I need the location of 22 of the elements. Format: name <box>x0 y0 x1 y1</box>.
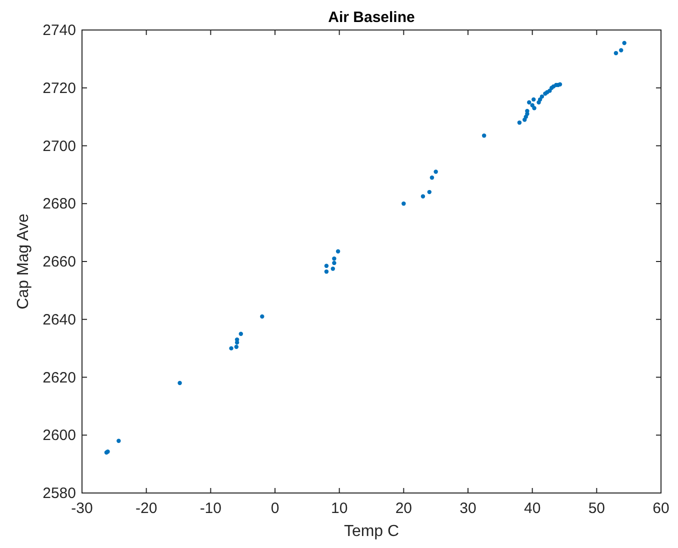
y-tick-label: 2680 <box>42 196 76 213</box>
x-tick-label: 0 <box>270 500 280 517</box>
y-axis-title: Cap Mag Ave <box>15 214 32 310</box>
x-tick-label: -10 <box>200 500 222 517</box>
x-tick-label: -20 <box>135 500 158 517</box>
x-tick-label: 30 <box>460 500 476 517</box>
x-tick-label: 10 <box>330 500 348 517</box>
y-tick-label: 2640 <box>42 311 76 328</box>
y-tick-label: 2620 <box>42 369 76 386</box>
x-tick-label: 40 <box>524 500 541 517</box>
y-tick-label: 2600 <box>42 427 76 444</box>
x-tick-label: 20 <box>395 500 412 517</box>
y-tick-label: 2720 <box>42 80 76 97</box>
chart-title: Air Baseline <box>328 9 415 26</box>
y-tick-label: 2700 <box>42 138 76 155</box>
y-tick-label: 2660 <box>42 254 76 270</box>
x-tick-label: 60 <box>652 500 670 517</box>
y-tick-label: 2740 <box>42 22 76 39</box>
x-tick-label: -30 <box>71 500 93 517</box>
y-tick-label: 2580 <box>42 485 76 502</box>
x-tick-label: 50 <box>588 500 606 517</box>
x-axis-title: Temp C <box>344 523 400 540</box>
